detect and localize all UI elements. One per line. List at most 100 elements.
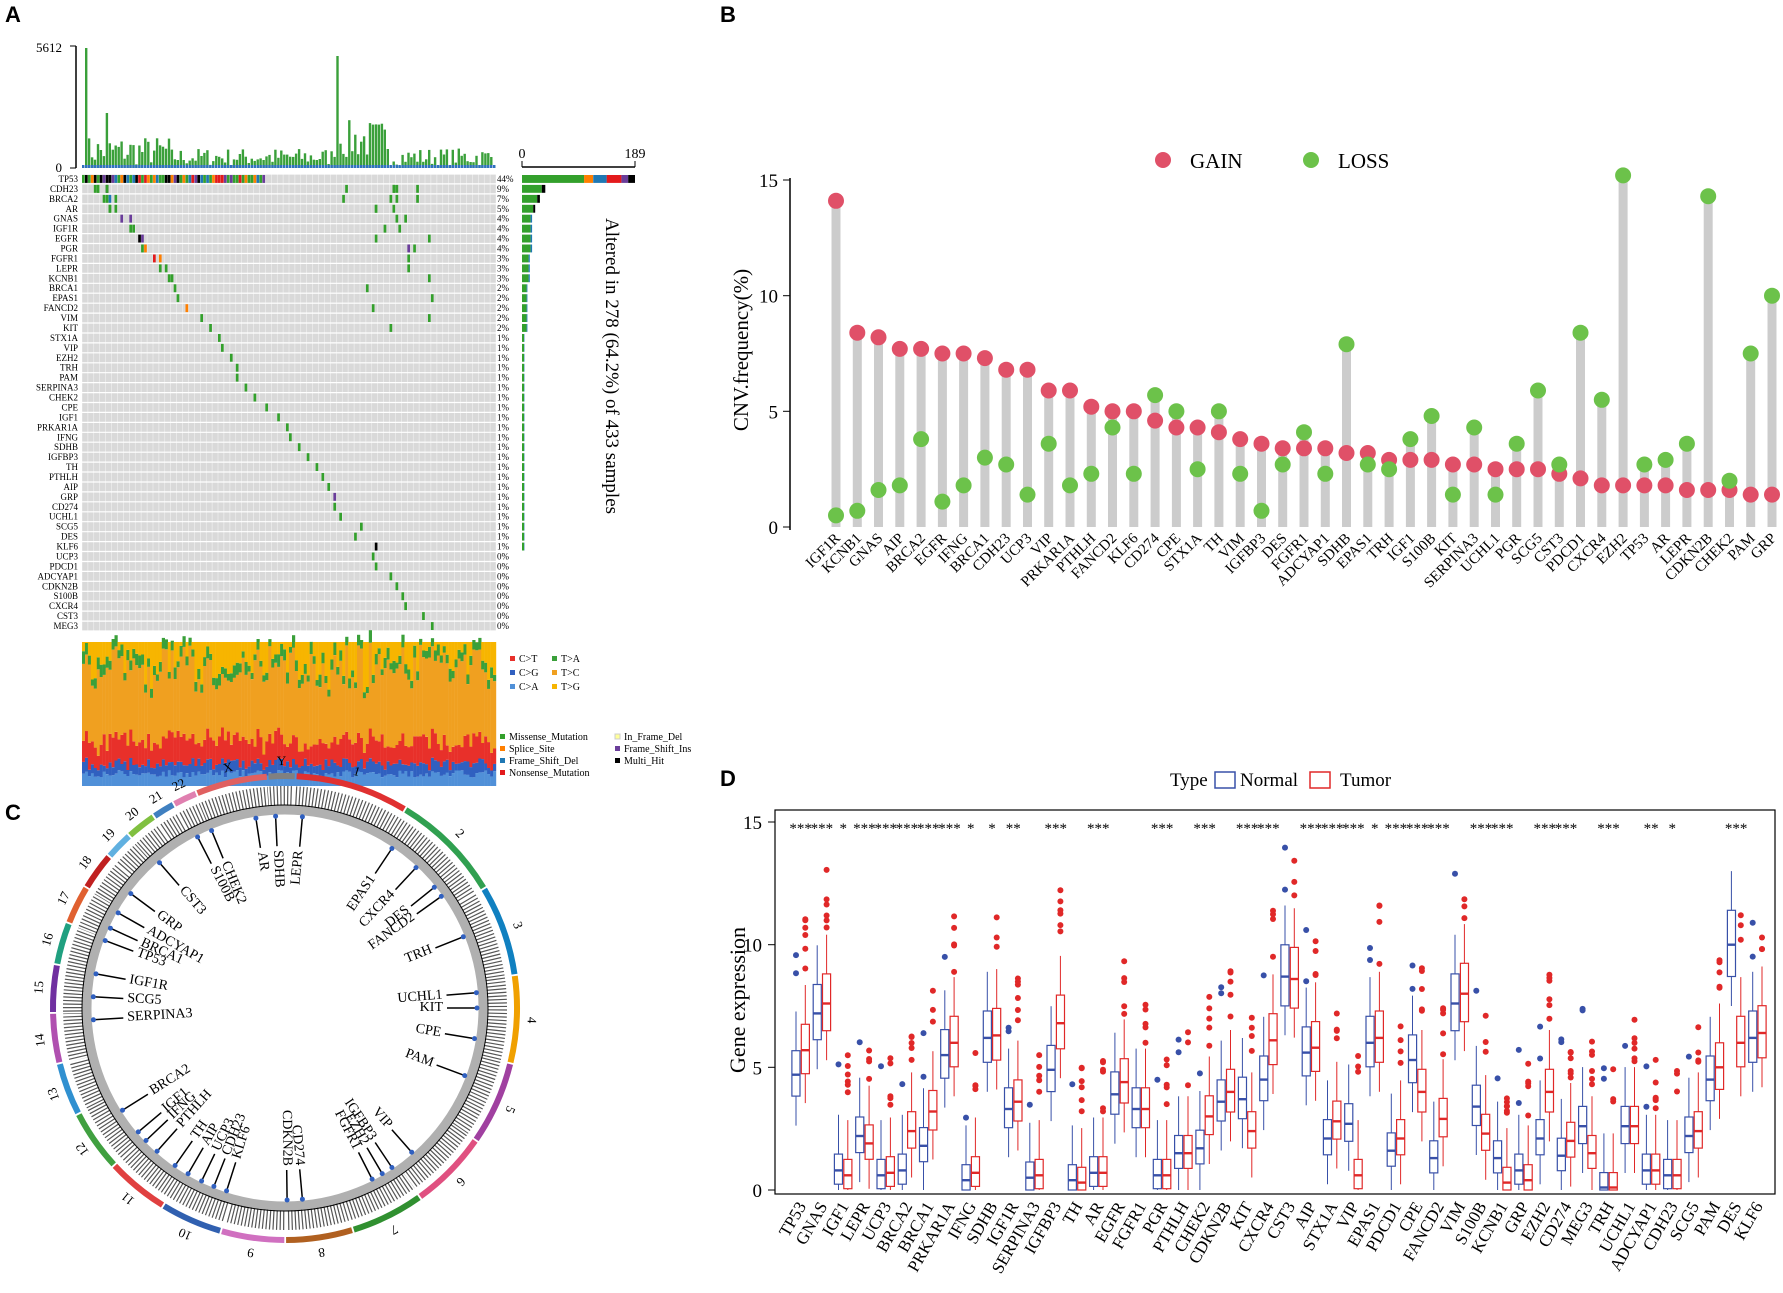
significance-mark: * xyxy=(988,821,996,837)
titv-segment xyxy=(416,765,420,777)
titv-segment xyxy=(161,648,165,737)
titv-segment xyxy=(167,672,171,679)
titv-segment xyxy=(490,678,494,753)
mutation-cell xyxy=(306,453,310,462)
cnv-gain-dot xyxy=(870,329,887,346)
titv-segment xyxy=(85,771,89,786)
chromosome-ideogram xyxy=(69,1056,105,1109)
top-bar-base xyxy=(215,165,218,168)
titv-top-segment xyxy=(108,642,112,661)
titv-segment xyxy=(235,662,239,675)
titv-segment xyxy=(283,744,287,767)
cnv-loss-dot xyxy=(1615,167,1632,184)
titv-segment xyxy=(120,735,124,764)
box-outlier xyxy=(1376,960,1383,967)
titv-segment xyxy=(413,777,417,786)
chromosome-ideogram xyxy=(122,1145,179,1197)
top-bar xyxy=(141,152,144,168)
top-bar-base xyxy=(425,165,428,168)
top-bar xyxy=(277,157,280,168)
titv-top-segment xyxy=(425,642,429,651)
box-body xyxy=(1544,1068,1555,1113)
variant-legend-label: Missense_Mutation xyxy=(509,732,588,743)
mutation-cell xyxy=(262,175,266,183)
chromosome-ideogram xyxy=(390,818,475,904)
titv-top-segment xyxy=(371,642,375,675)
titv-top-segment xyxy=(451,642,455,671)
gene-label: TRH xyxy=(60,363,79,373)
titv-segment xyxy=(85,654,89,732)
titv-segment xyxy=(342,675,346,685)
chromosome-ideogram xyxy=(458,894,505,979)
box-body xyxy=(961,1164,971,1191)
titv-top-segment xyxy=(90,642,95,680)
box-outlier xyxy=(1503,1103,1510,1110)
mutation-cell xyxy=(167,274,171,283)
mutation-cell xyxy=(188,175,192,183)
circos-gene-label: LEPR xyxy=(288,849,306,885)
box-outlier xyxy=(1695,1024,1702,1031)
box-body xyxy=(1726,909,1737,978)
top-bar xyxy=(292,156,295,168)
cnv-loss-dot xyxy=(1168,403,1185,420)
titv-segment xyxy=(436,744,441,762)
chromosome-color-arc xyxy=(128,814,155,838)
titv-segment xyxy=(386,659,390,747)
legend-tumor-swatch xyxy=(1309,771,1331,789)
cnv-loss-dot xyxy=(1210,403,1227,420)
top-bar-base xyxy=(144,165,147,168)
top-bar-base xyxy=(289,165,292,168)
cnv-loss-dot xyxy=(870,482,887,498)
titv-segment xyxy=(354,688,358,743)
titv-segment xyxy=(203,739,207,763)
box-body xyxy=(1662,1158,1673,1190)
titv-top-segment xyxy=(315,642,319,680)
top-bar-base xyxy=(433,165,437,168)
box-body xyxy=(1374,1010,1385,1063)
titv-segment xyxy=(268,646,272,734)
titv-top-segment xyxy=(265,642,269,673)
cnv-loss-dot xyxy=(1274,456,1291,473)
chromosome-ideogram xyxy=(78,893,113,934)
inner-ring-outline xyxy=(81,804,489,1212)
mutation-cell xyxy=(105,194,109,203)
box-body xyxy=(1013,1079,1023,1122)
titv-segment xyxy=(463,735,467,762)
titv-segment xyxy=(401,733,405,765)
mutation-cell xyxy=(209,175,212,183)
mutation-cell xyxy=(241,175,245,183)
gene-position-dot xyxy=(195,834,201,840)
cnv-loss-dot xyxy=(1147,387,1164,404)
titv-segment xyxy=(407,747,411,766)
chromosome-color-arc xyxy=(418,1139,478,1199)
chromosome-label: 9 xyxy=(246,1245,255,1261)
box-outlier xyxy=(1282,844,1288,851)
titv-segment xyxy=(309,775,313,786)
box-outlier xyxy=(1567,1055,1574,1062)
top-bar-base xyxy=(490,165,493,168)
circos-gene-label: SDHB xyxy=(270,850,287,888)
chromosome-color-arc xyxy=(76,1113,116,1167)
right-bar xyxy=(522,204,534,213)
box-body xyxy=(897,1153,907,1185)
top-bar-base xyxy=(271,165,274,168)
titv-segment xyxy=(238,767,242,777)
titv-segment xyxy=(484,736,488,764)
right-bar-segment xyxy=(628,175,635,183)
snv-legend: C>T T>AC>G T>CC>A T>G xyxy=(510,654,581,693)
chromosome-color-arc xyxy=(107,834,131,858)
titv-segment xyxy=(342,758,346,772)
titv-top-segment xyxy=(218,642,222,674)
gene-position-dot xyxy=(143,1138,149,1143)
cnv-gain-dot xyxy=(998,361,1015,378)
box-outlier xyxy=(1622,1042,1629,1049)
percent-label: 1% xyxy=(497,442,510,452)
titv-segment xyxy=(380,777,384,786)
right-bar-segment xyxy=(522,175,585,183)
titv-segment xyxy=(490,667,494,679)
box-outlier xyxy=(899,1081,906,1088)
right-bar xyxy=(522,353,524,362)
titv-segment xyxy=(238,672,242,741)
titv-segment xyxy=(392,763,396,776)
titv-top-segment xyxy=(262,642,266,676)
